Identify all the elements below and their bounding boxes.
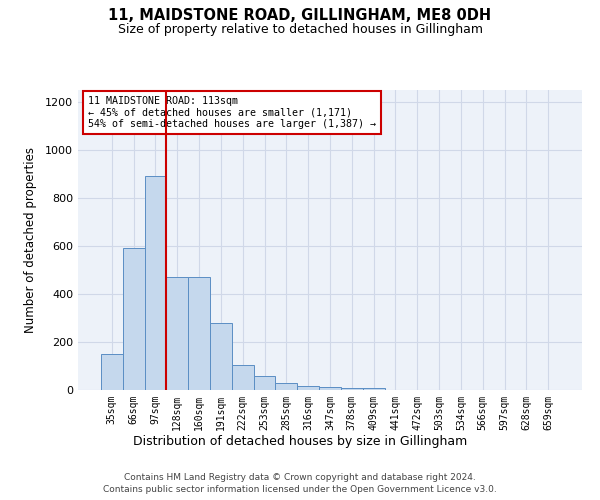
Bar	[341, 388, 363, 390]
Bar	[275, 384, 297, 390]
Text: 11 MAIDSTONE ROAD: 113sqm
← 45% of detached houses are smaller (1,171)
54% of se: 11 MAIDSTONE ROAD: 113sqm ← 45% of detac…	[88, 96, 376, 129]
Bar	[210, 323, 232, 390]
Bar	[101, 354, 123, 390]
Bar	[254, 376, 275, 390]
Bar	[363, 388, 385, 390]
Bar	[166, 277, 188, 390]
Bar	[232, 365, 254, 390]
Bar	[319, 386, 341, 390]
Text: Contains public sector information licensed under the Open Government Licence v3: Contains public sector information licen…	[103, 485, 497, 494]
Bar	[188, 277, 210, 390]
Bar	[145, 176, 166, 390]
Bar	[123, 248, 145, 390]
Y-axis label: Number of detached properties: Number of detached properties	[23, 147, 37, 333]
Text: Size of property relative to detached houses in Gillingham: Size of property relative to detached ho…	[118, 22, 482, 36]
Text: 11, MAIDSTONE ROAD, GILLINGHAM, ME8 0DH: 11, MAIDSTONE ROAD, GILLINGHAM, ME8 0DH	[109, 8, 491, 22]
Text: Distribution of detached houses by size in Gillingham: Distribution of detached houses by size …	[133, 435, 467, 448]
Bar	[297, 386, 319, 390]
Text: Contains HM Land Registry data © Crown copyright and database right 2024.: Contains HM Land Registry data © Crown c…	[124, 472, 476, 482]
